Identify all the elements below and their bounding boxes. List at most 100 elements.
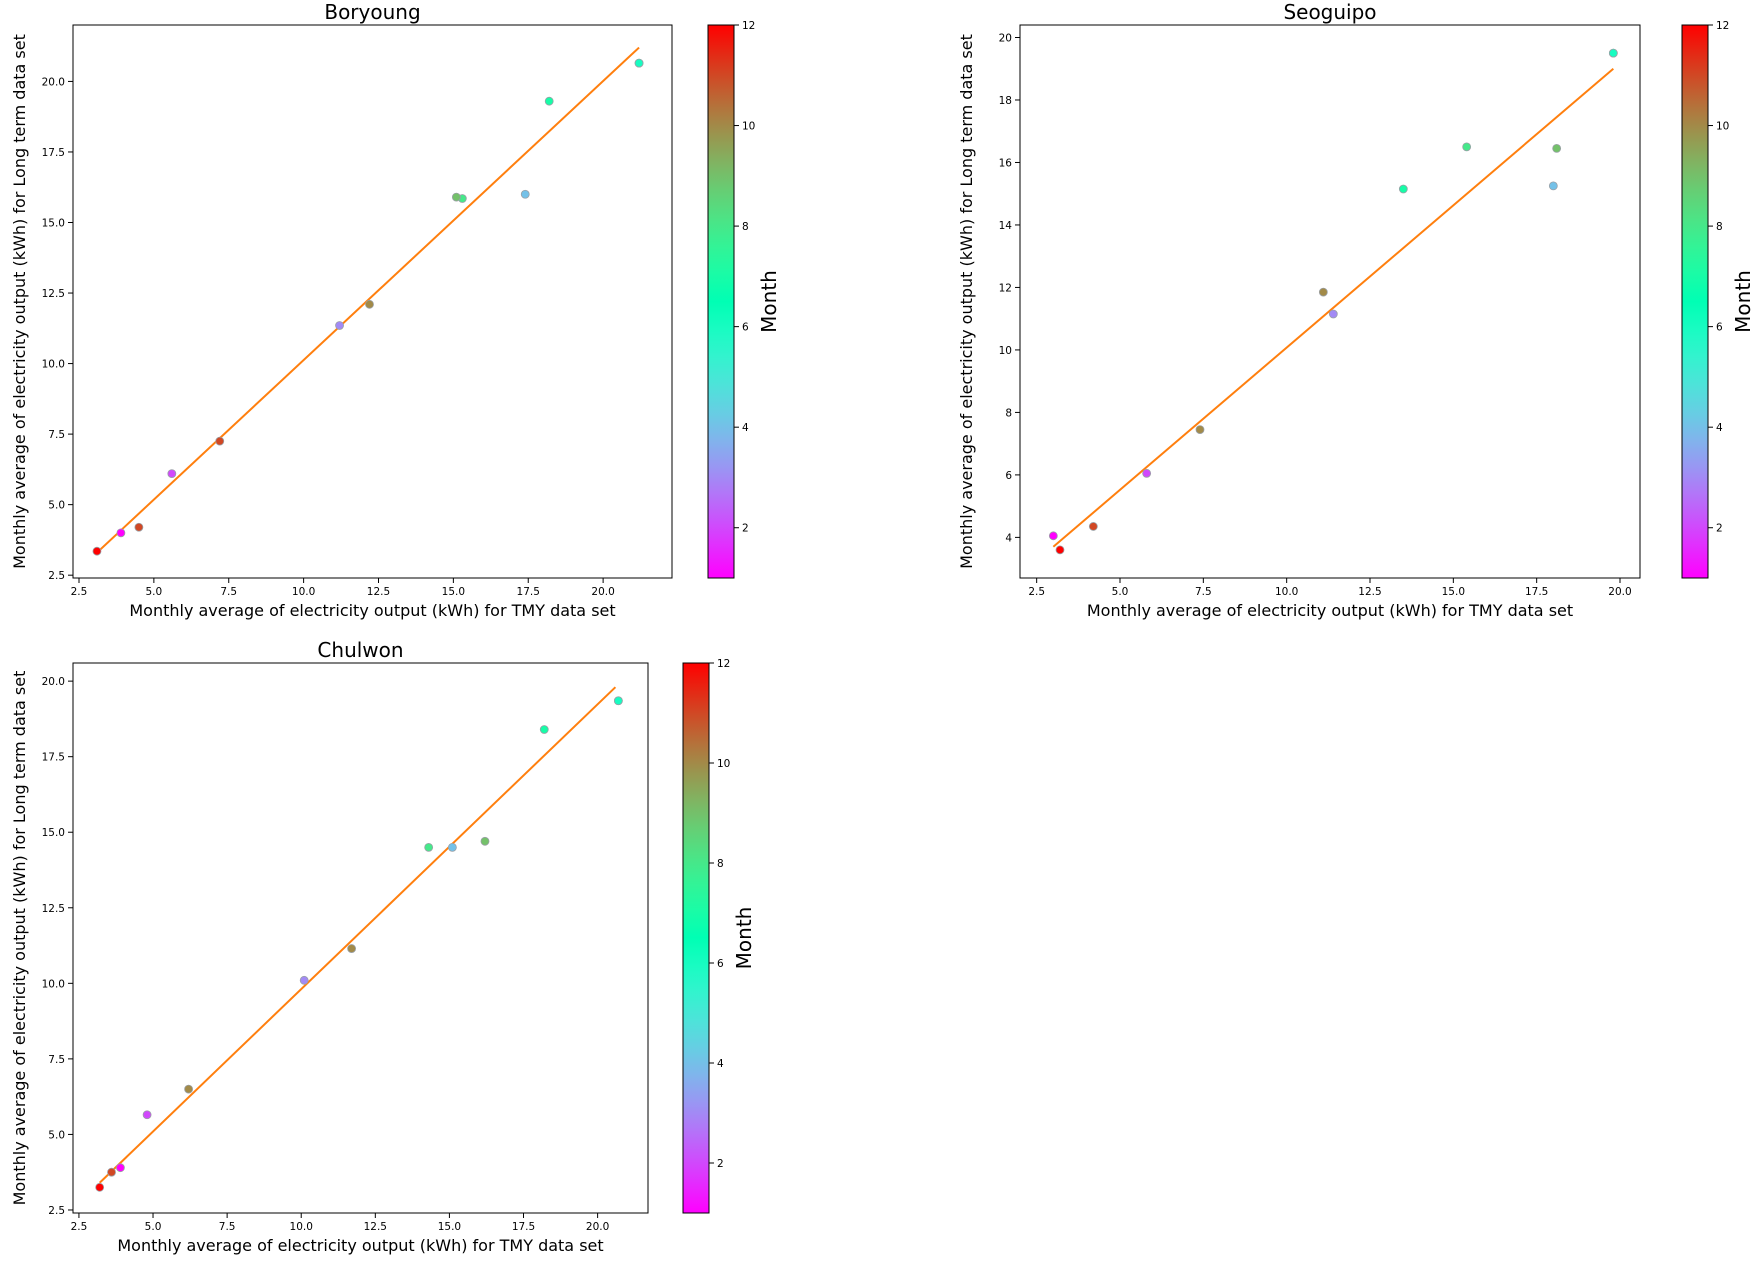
- x-tick-label: 17.5: [1525, 586, 1548, 598]
- colorbar-tick-label: 6: [742, 322, 749, 334]
- colorbar: [682, 662, 710, 1214]
- colorbar-tick-label: 12: [1716, 20, 1729, 32]
- x-tick-label: 15.0: [1442, 586, 1465, 598]
- x-tick-label: 2.5: [1028, 586, 1045, 598]
- data-point-month-4: [520, 189, 530, 199]
- y-tick-label: 14: [999, 220, 1013, 232]
- colorbar-tick-label: 4: [742, 422, 749, 434]
- y-tick-label: 10.0: [42, 978, 65, 990]
- colorbar: [1681, 24, 1709, 579]
- data-point-month-9: [480, 836, 490, 846]
- colorbar-label: Month: [757, 270, 781, 333]
- colorbar-tick-label: 8: [717, 858, 724, 870]
- x-tick-label: 12.5: [364, 1221, 387, 1233]
- plot-area: [72, 662, 649, 1214]
- y-tick-label: 18: [999, 95, 1012, 107]
- data-point-month-10: [1318, 287, 1328, 297]
- x-tick-label: 20.0: [591, 586, 614, 598]
- x-axis-label: Monthly average of electricity output (k…: [129, 601, 615, 620]
- chart-panel-1: Boryoung 2.5 5.0 7.5 10.0 12.5 15.0 17.5 20.0 2.5…: [10, 0, 781, 620]
- data-point-month-10: [365, 299, 374, 309]
- x-tick-label: 10.0: [292, 586, 315, 598]
- chart-panel-3: Chulwon 2.5 5.0 7.5 10.0 12.5 15.0 17.5 20.0 2.5 5…: [10, 638, 756, 1255]
- x-tick-label: 5.0: [146, 586, 163, 598]
- y-tick-label: 17.5: [42, 147, 65, 159]
- y-tick-label: 8: [1005, 407, 1012, 419]
- x-tick-label: 7.5: [219, 1221, 236, 1233]
- colorbar-tick-label: 2: [717, 1158, 724, 1170]
- data-point-month-1: [116, 1163, 125, 1173]
- colorbar-tick-label: 10: [1716, 121, 1729, 133]
- y-tick-label: 15.0: [42, 218, 65, 230]
- chart-title: Seoguipo: [1283, 0, 1376, 24]
- y-tick-label: 2.5: [48, 570, 65, 582]
- colorbar-tick-label: 2: [742, 523, 749, 535]
- data-point-month-4: [1548, 181, 1558, 191]
- data-point-month-11: [107, 1167, 116, 1177]
- data-point-month-4: [447, 842, 457, 852]
- data-point-month-9: [1552, 144, 1562, 153]
- data-point-month-1: [1048, 531, 1058, 541]
- data-point-month-7: [1398, 184, 1408, 194]
- chart-title: Chulwon: [317, 638, 403, 662]
- y-tick-label: 7.5: [48, 429, 65, 441]
- y-tick-label: 4: [1005, 532, 1012, 544]
- colorbar-tick-label: 6: [1716, 322, 1723, 334]
- y-tick-label: 6: [1005, 470, 1012, 482]
- y-tick-label: 2.5: [48, 1205, 65, 1217]
- data-point-month-2: [1142, 468, 1152, 478]
- y-tick-label: 10: [999, 345, 1012, 357]
- data-point-month-10: [184, 1084, 193, 1094]
- x-tick-label: 12.5: [367, 586, 390, 598]
- x-tick-label: 20.0: [586, 1221, 609, 1233]
- x-tick-label: 2.5: [71, 1221, 88, 1233]
- x-tick-label: 15.0: [442, 586, 465, 598]
- data-point-month-6: [1608, 48, 1618, 58]
- x-tick-label: 12.5: [1358, 586, 1381, 598]
- data-point-month-11: [134, 522, 144, 532]
- y-tick-label: 12.5: [42, 903, 65, 915]
- fit-line: [98, 686, 617, 1184]
- x-tick-label: 15.0: [438, 1221, 461, 1233]
- y-tick-label: 15.0: [42, 827, 65, 839]
- y-tick-label: 7.5: [48, 1054, 65, 1066]
- x-tick-label: 7.5: [220, 586, 237, 598]
- data-point-month-12: [1055, 545, 1065, 555]
- y-tick-label: 5.0: [48, 500, 65, 512]
- data-point-month-8: [424, 842, 434, 852]
- x-tick-label: 7.5: [1195, 586, 1212, 598]
- data-point-month-6: [613, 696, 623, 706]
- colorbar-tick-label: 12: [742, 20, 755, 32]
- data-point-month-2: [167, 469, 177, 479]
- x-tick-label: 20.0: [1608, 586, 1631, 598]
- colorbar-tick-label: 4: [1716, 422, 1723, 434]
- y-tick-label: 5.0: [48, 1129, 65, 1141]
- y-tick-label: 17.5: [42, 752, 65, 764]
- x-tick-label: 17.5: [512, 1221, 535, 1233]
- y-axis-label: Monthly average of electricity output (k…: [10, 671, 29, 1206]
- data-point-month-2: [142, 1110, 152, 1120]
- colorbar-tick-label: 4: [717, 1058, 724, 1070]
- y-tick-label: 10.0: [42, 359, 65, 371]
- y-tick-label: 16: [999, 157, 1013, 169]
- data-point-month-3: [335, 321, 344, 330]
- x-tick-label: 10.0: [290, 1221, 313, 1233]
- colorbar-tick-label: 8: [1716, 221, 1723, 233]
- y-axis-label: Monthly average of electricity output (k…: [957, 34, 976, 569]
- y-tick-label: 20.0: [42, 76, 65, 88]
- data-point-month-9: [451, 192, 461, 202]
- x-tick-label: 5.0: [1112, 586, 1129, 598]
- colorbar-tick-label: 2: [1716, 523, 1723, 535]
- y-tick-label: 12: [999, 282, 1012, 294]
- data-point-month-7: [544, 96, 554, 106]
- fit-line: [1052, 67, 1614, 548]
- y-tick-label: 20: [999, 32, 1012, 44]
- colorbar-label: Month: [732, 907, 756, 970]
- x-tick-label: 5.0: [145, 1221, 162, 1233]
- data-point-month-1: [116, 528, 126, 538]
- x-tick-label: 17.5: [517, 586, 540, 598]
- data-point-month-11: [215, 436, 225, 446]
- x-tick-label: 2.5: [71, 586, 88, 598]
- colorbar-tick-label: 12: [717, 658, 730, 670]
